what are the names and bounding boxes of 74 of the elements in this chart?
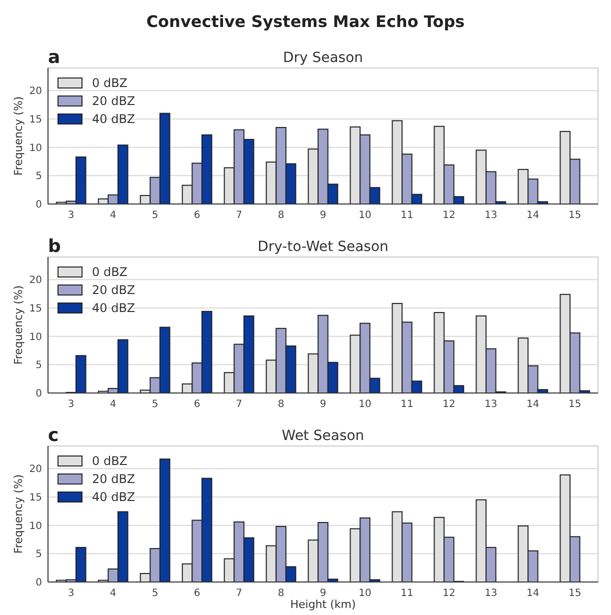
y-tick-label: 0 [36, 578, 42, 588]
y-tick-label: 0 [36, 388, 42, 400]
x-tick-label: 6 [194, 399, 200, 410]
y-tick-label: 15 [29, 492, 42, 504]
x-tick-label: 6 [194, 210, 200, 221]
chart-subtitle: Dry Season [282, 50, 364, 66]
x-tick-label: 7 [236, 588, 242, 599]
x-tick-label: 12 [442, 588, 456, 599]
x-tick-label: 15 [568, 588, 582, 599]
x-tick-label: 14 [526, 210, 540, 221]
x-tick-label: 10 [358, 399, 372, 410]
x-tick-label: 9 [320, 588, 326, 599]
x-tick-label: 10 [358, 210, 372, 221]
legend-label: 20 dBZ [92, 283, 136, 298]
x-tick-label: 13 [484, 399, 498, 410]
x-tick-label: 4 [110, 210, 116, 221]
x-tick-label: 8 [278, 399, 284, 410]
annotation: c [48, 425, 59, 446]
y-tick-label: 10 [29, 520, 42, 532]
legend-label: 0 dBZ [92, 76, 128, 90]
y-tick-label: 10 [29, 142, 42, 154]
legend-label: 40 dBZ [92, 490, 136, 504]
legend-label: 20 dBZ [92, 94, 136, 108]
x-tick-label: 3 [68, 399, 74, 410]
chart-title: Convective Systems Max Echo Tops [146, 12, 465, 31]
y-tick-label: 10 [29, 332, 42, 343]
y-tick-label: 15 [29, 114, 42, 126]
legend-label: 20 dBZ [92, 472, 136, 486]
y-tick-label: 0 [36, 200, 42, 210]
legend-label: 40 dBZ [92, 112, 136, 126]
chart-title: Wet Season [282, 428, 364, 444]
chart-title: Dry-to-Wet Season [258, 239, 388, 255]
y-tick-label: 20 [29, 464, 42, 476]
x-tick-label: 3 [68, 588, 74, 599]
y-axis-title: Frequency (%) [12, 285, 25, 365]
legend-label: 0 dBZ [92, 454, 128, 468]
legend-label: 0 dBZ [92, 265, 128, 280]
x-tick-label: 9 [320, 210, 326, 221]
x-tick-label: 4 [110, 399, 116, 410]
x-tick-label: 3 [68, 210, 74, 221]
x-tick-label: 15 [568, 399, 582, 410]
annotation: b [48, 236, 61, 257]
y-tick-label: 20 [29, 86, 42, 98]
x-tick-label: 8 [278, 588, 284, 599]
x-tick-label: 13 [484, 210, 498, 221]
y-tick-label: 5 [36, 360, 42, 372]
x-axis-title: Height (km) [290, 598, 356, 611]
x-tick-label: 12 [442, 399, 456, 410]
y-tick-label: 5 [36, 171, 42, 182]
x-tick-label: 13 [484, 588, 498, 599]
x-tick-label: 5 [152, 399, 158, 410]
x-tick-label: 14 [526, 399, 540, 410]
y-tick-label: 15 [29, 304, 42, 314]
y-tick-label: 5 [36, 549, 42, 560]
x-tick-label: 11 [400, 588, 414, 599]
x-tick-label: 11 [400, 399, 414, 410]
annotation: a [48, 47, 60, 68]
x-tick-label: 4 [110, 588, 116, 599]
x-tick-label: 8 [278, 210, 284, 221]
x-tick-label: 11 [400, 210, 414, 221]
x-tick-label: 15 [568, 210, 582, 221]
x-tick-label: 12 [442, 210, 456, 221]
legend-label: 40 dBZ [92, 301, 136, 316]
x-tick-label: 7 [236, 210, 242, 221]
x-tick-label: 10 [358, 588, 372, 599]
x-tick-label: 5 [152, 588, 158, 599]
x-tick-label: 6 [194, 588, 200, 599]
y-axis-title: Frequency (%) [12, 96, 25, 176]
y-axis-title: Frequency (%) [12, 474, 25, 554]
x-tick-label: 9 [320, 399, 326, 410]
x-tick-label: 5 [152, 210, 158, 221]
x-tick-label: 7 [236, 399, 242, 410]
x-tick-label: 14 [526, 588, 540, 599]
y-tick-label: 20 [29, 275, 42, 286]
